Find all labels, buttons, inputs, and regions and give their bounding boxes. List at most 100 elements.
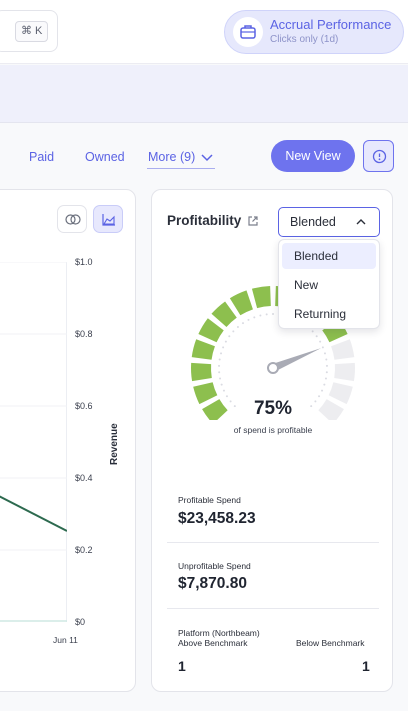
info-icon <box>372 149 387 164</box>
gauge-dot <box>218 371 221 374</box>
search-box[interactable]: ⌘ K <box>0 10 58 52</box>
gauge-hub <box>267 362 279 374</box>
gauge-dot <box>325 364 328 367</box>
gauge-dot <box>229 400 232 403</box>
tab-more-label: More (9) <box>148 150 196 164</box>
accrual-subtitle: Clicks only (1d) <box>270 34 339 45</box>
gauge-dot <box>253 316 256 319</box>
gauge-dot <box>224 340 227 343</box>
revenue-plot-area <box>0 261 68 622</box>
revenue-line <box>0 495 68 532</box>
accrual-title: Accrual Performance <box>270 17 392 32</box>
gauge-dot <box>314 400 317 403</box>
info-button[interactable] <box>363 140 394 172</box>
gauge-dot <box>233 405 236 408</box>
gauge-dot <box>222 389 225 392</box>
gauge-dot <box>259 314 262 317</box>
profitability-title: Profitability <box>167 213 242 228</box>
gauge-dot <box>272 313 274 315</box>
gauge-dot <box>218 364 221 367</box>
gauge-dot <box>247 318 250 321</box>
segment-select-value: Blended <box>290 215 336 229</box>
gauge-dot <box>318 395 321 398</box>
profitable-spend-value: $23,458.23 <box>178 510 256 527</box>
divider <box>167 608 379 609</box>
gauge-dot <box>220 383 223 386</box>
gauge-dot <box>218 358 221 361</box>
y-axis-label: Revenue <box>109 423 120 465</box>
gauge-segment <box>198 318 224 343</box>
profitable-percent-caption: of spend is profitable <box>233 425 313 435</box>
segment-option-new[interactable]: New <box>294 278 319 292</box>
gauge-dot <box>236 325 239 328</box>
y-tick-label: $0.8 <box>75 329 93 339</box>
tab-paid[interactable]: Paid <box>29 150 55 164</box>
gauge-segment <box>328 382 353 405</box>
gauge-dot <box>220 352 223 355</box>
gauge-dot <box>225 395 228 398</box>
gauge-segment <box>191 339 215 360</box>
profitable-percent: 75% <box>253 398 293 419</box>
accrual-performance-button[interactable]: Accrual Performance Clicks only (1d) <box>224 10 404 54</box>
segment-dropdown-menu: Blended New Returning <box>278 239 380 329</box>
gauge-dot <box>315 335 318 338</box>
gauge-dot <box>325 358 328 361</box>
unprofitable-spend-label: Unprofitable Spend <box>178 561 251 571</box>
area-chart-icon <box>102 214 115 226</box>
segment-select[interactable]: Blended <box>278 207 380 237</box>
gauge-dot <box>319 340 322 343</box>
gauge-dot <box>324 377 327 380</box>
y-tick-label: $1.0 <box>75 257 93 267</box>
profitable-spend-label: Profitable Spend <box>178 495 241 505</box>
area-chart-button[interactable] <box>93 205 123 233</box>
gauge-dot <box>325 371 328 374</box>
tab-owned[interactable]: Owned <box>85 150 125 164</box>
view-tabs-row: Paid Owned More (9) New View <box>0 124 408 188</box>
gauge-dot <box>311 330 314 333</box>
briefcase-icon <box>233 17 263 47</box>
gauge-dot <box>323 352 326 355</box>
gauge-segment <box>211 301 237 328</box>
divider <box>167 542 379 543</box>
below-benchmark-count: 1 <box>362 658 370 674</box>
revenue-chart-card: $1.0 $0.8 $0.6 $0.4 $0.2 $0 Revenue Jun … <box>0 189 136 692</box>
above-benchmark-label: Above Benchmark <box>178 638 248 648</box>
segment-option-blended[interactable]: Blended <box>282 243 376 269</box>
gauge-segment <box>334 362 355 382</box>
gauge-dot <box>219 377 222 380</box>
gauge-dot <box>222 346 225 349</box>
gauge-segment <box>229 290 253 316</box>
top-bar: ⌘ K Accrual Performance Clicks only (1d) <box>0 0 408 64</box>
gauge-segment <box>331 339 355 360</box>
chevron-up-icon <box>356 219 366 225</box>
new-view-button[interactable]: New View <box>271 140 355 172</box>
compare-toggle-button[interactable] <box>57 205 87 233</box>
tab-more[interactable]: More (9) <box>148 150 215 164</box>
gauge-segment <box>202 399 228 420</box>
gauge-dot <box>232 330 235 333</box>
shortcut-hint: ⌘ K <box>15 21 49 42</box>
segment-option-returning[interactable]: Returning <box>294 307 347 321</box>
gauge-dot <box>228 335 231 338</box>
header-band <box>0 65 408 123</box>
toggle-icon <box>65 214 81 225</box>
gauge-dot <box>321 389 324 392</box>
profitability-card: Profitability Blended Blended New Return… <box>151 189 393 692</box>
x-tick-label: Jun 11 <box>53 635 78 645</box>
gauge-segment <box>191 362 212 382</box>
gauge-dot <box>310 405 313 408</box>
gauge-dot <box>323 383 326 386</box>
gauge-segment <box>193 382 218 405</box>
platform-label: Platform (Northbeam) <box>178 628 260 638</box>
above-benchmark-count: 1 <box>178 658 186 674</box>
unprofitable-spend-value: $7,870.80 <box>178 575 247 592</box>
gauge-dot <box>241 322 244 325</box>
gauge-segment <box>251 286 271 309</box>
revenue-plot <box>0 261 68 622</box>
y-tick-label: $0 <box>75 617 86 627</box>
external-link-icon[interactable] <box>247 214 259 232</box>
gauge-needle <box>271 348 322 372</box>
gauge-dot <box>321 346 324 349</box>
y-tick-label: $0.4 <box>75 473 93 483</box>
gauge-dot <box>265 313 268 316</box>
